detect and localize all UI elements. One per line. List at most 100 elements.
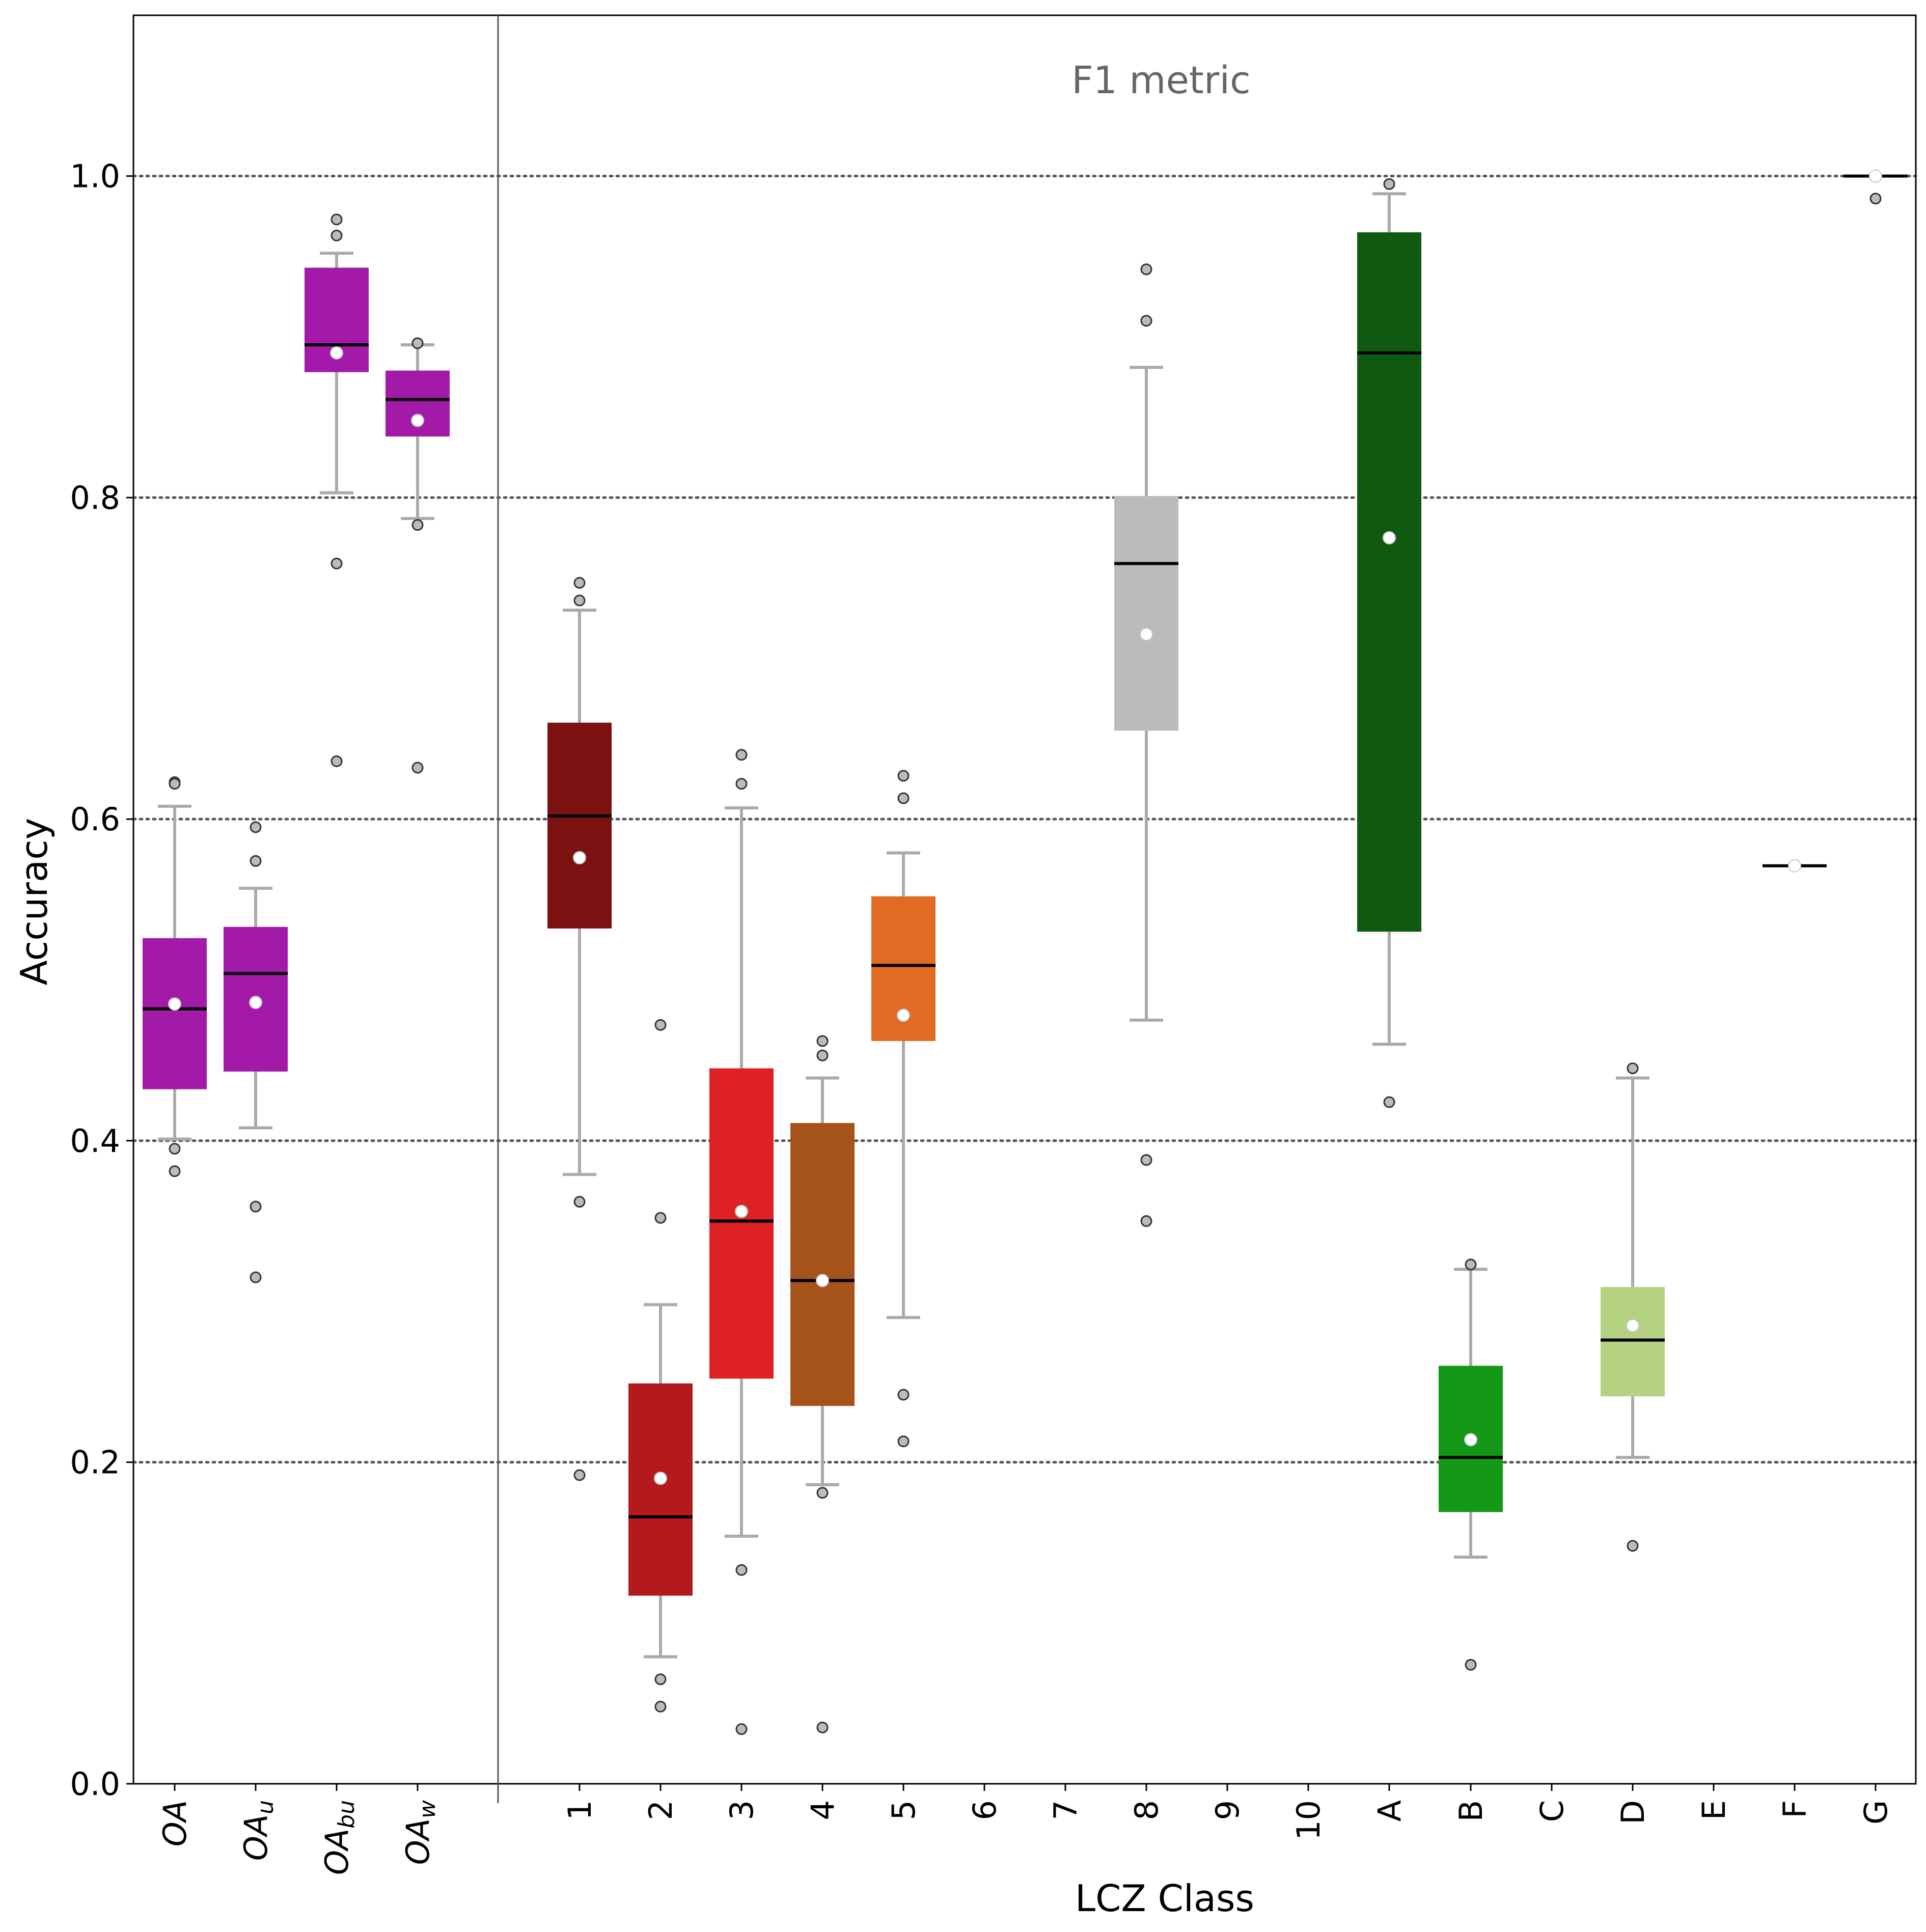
- x-tick-label: B: [1452, 1800, 1490, 1822]
- x-tick-label: 2: [642, 1800, 679, 1820]
- box-iqr: [709, 1068, 774, 1379]
- x-axis-label: LCZ Class: [1075, 1877, 1254, 1920]
- outlier-point: [331, 557, 343, 569]
- outlier-point: [573, 1469, 586, 1481]
- outlier-point: [1140, 263, 1152, 276]
- x-tick-label: OA: [156, 1800, 194, 1846]
- outlier-point: [1383, 1096, 1395, 1108]
- box-3: [709, 749, 774, 1735]
- mean-marker: [735, 1205, 748, 1218]
- box-iqr: [1357, 232, 1421, 932]
- box-8: [1114, 263, 1178, 1227]
- grid-lines: [132, 175, 1917, 1464]
- outlier-point: [1383, 178, 1395, 190]
- mean-marker: [1464, 1433, 1477, 1447]
- outlier-point: [573, 594, 586, 607]
- box-f: [1763, 859, 1827, 873]
- box-2: [628, 1019, 693, 1712]
- mean-marker: [1788, 859, 1801, 873]
- box-oa: [143, 776, 207, 1177]
- y-tick-label: 0.6: [70, 801, 120, 838]
- mean-marker: [573, 851, 586, 864]
- x-tick-label: 5: [885, 1800, 922, 1820]
- box-iqr: [1601, 1287, 1665, 1397]
- y-tick-label: 0.0: [70, 1765, 120, 1803]
- outlier-point: [735, 778, 748, 790]
- mean-marker: [411, 414, 424, 427]
- box-5: [871, 770, 936, 1448]
- outlier-point: [1140, 1154, 1152, 1166]
- box-1: [547, 577, 612, 1481]
- outlier-point: [169, 1142, 181, 1155]
- mean-marker: [1383, 531, 1396, 545]
- x-tick-label: OAbu: [318, 1800, 360, 1875]
- outlier-point: [331, 213, 343, 226]
- outlier-point: [897, 792, 910, 804]
- outlier-point: [331, 229, 343, 241]
- box-a: [1357, 178, 1421, 1108]
- outlier-point: [250, 855, 262, 867]
- outlier-point: [735, 749, 748, 761]
- box-oa-w: [386, 337, 450, 774]
- outlier-point: [250, 1271, 262, 1284]
- y-tick-label: 0.8: [70, 479, 120, 516]
- outlier-point: [816, 1035, 829, 1047]
- y-tick-label: 0.4: [70, 1122, 120, 1159]
- mean-marker: [897, 1009, 910, 1022]
- box-4: [790, 1035, 855, 1734]
- outlier-point: [573, 577, 586, 589]
- outlier-point: [654, 1019, 667, 1031]
- outlier-point: [573, 1195, 586, 1208]
- x-tick-label: 8: [1128, 1800, 1165, 1820]
- mean-marker: [1869, 169, 1882, 183]
- mean-marker: [330, 346, 343, 360]
- outlier-point: [735, 1564, 748, 1576]
- box-iqr: [547, 722, 612, 929]
- plot-frame: [132, 14, 1917, 1785]
- x-tick-label: 10: [1290, 1800, 1327, 1840]
- outlier-point: [1465, 1658, 1477, 1671]
- outlier-point: [411, 337, 424, 349]
- x-tick-label: F: [1776, 1800, 1813, 1818]
- outlier-point: [897, 1389, 910, 1401]
- box-oa-u: [224, 821, 288, 1284]
- outlier-point: [1627, 1062, 1639, 1074]
- box-iqr: [1114, 496, 1178, 731]
- outlier-point: [1869, 193, 1882, 205]
- mean-marker: [168, 997, 181, 1011]
- y-axis-label: Accuracy: [13, 818, 56, 986]
- y-tick-label: 1.0: [70, 158, 120, 195]
- x-tick-label: OAu: [237, 1800, 279, 1861]
- box-d: [1601, 1062, 1665, 1552]
- x-tick-label: 7: [1047, 1800, 1084, 1820]
- outlier-point: [897, 1435, 910, 1448]
- outlier-point: [411, 519, 424, 531]
- x-tick-label: A: [1371, 1800, 1408, 1821]
- box-plots: [143, 169, 1908, 1735]
- outlier-point: [1627, 1540, 1639, 1552]
- outlier-point: [816, 1722, 829, 1734]
- outlier-point: [250, 1201, 262, 1213]
- outlier-point: [331, 755, 343, 768]
- x-tick-label: 9: [1209, 1800, 1246, 1820]
- box-iqr: [143, 938, 207, 1090]
- mean-marker: [249, 996, 262, 1010]
- axes: 0.0 0.2 0.4 0.6 0.8 1.0 OA OAu OAbu OAw 1 2 3 4 5 6 7 8 9 1…: [70, 14, 1917, 1875]
- outlier-point: [1140, 315, 1152, 327]
- y-tick-label: 0.2: [70, 1444, 120, 1481]
- outlier-point: [654, 1700, 667, 1712]
- box-oa-bu: [305, 213, 369, 768]
- x-tick-label: 6: [966, 1800, 1003, 1820]
- x-tick-label: C: [1533, 1800, 1571, 1822]
- outlier-point: [654, 1212, 667, 1224]
- box-g: [1844, 169, 1908, 205]
- x-tick-label: E: [1695, 1800, 1732, 1820]
- outlier-point: [816, 1487, 829, 1499]
- mean-marker: [1140, 628, 1153, 641]
- outlier-point: [169, 1165, 181, 1177]
- outlier-point: [816, 1049, 829, 1062]
- box-b: [1439, 1258, 1503, 1671]
- outlier-point: [169, 778, 181, 790]
- x-tick-label: OAw: [399, 1800, 441, 1865]
